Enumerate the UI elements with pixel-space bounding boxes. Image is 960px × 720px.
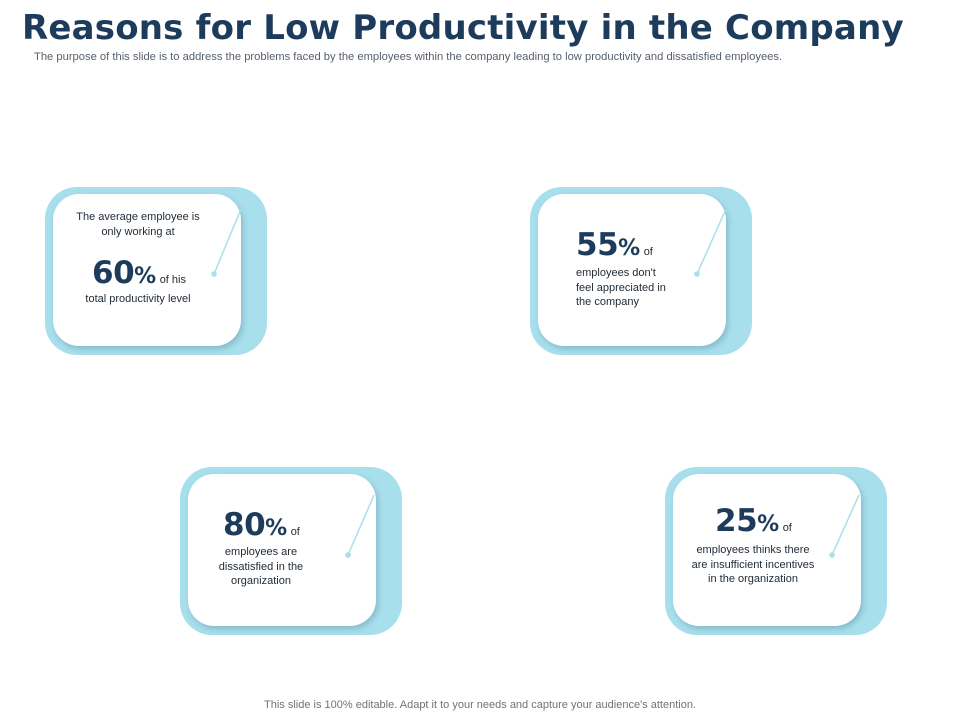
card-accent-line [694,208,727,277]
page-title: Reasons for Low Productivity in the Comp… [22,8,904,48]
card-description: employees are dissatisfied in the organi… [218,546,304,587]
card-accent-line [345,494,375,558]
stat-card-appreciation: 55% of employees don't feel appreciated i… [530,187,752,355]
stat-card-incentives: 25% of employees thinks there are insuffi… [665,467,887,635]
card-panel [188,474,376,626]
card-panel [538,194,726,346]
stat-of-text: of his [159,274,186,286]
stat-line: 80% of [223,507,373,547]
card-description: employees thinks there are insufficient … [691,544,815,585]
stat-value: 60 [92,255,135,291]
page-subtitle: The purpose of this slide is to address … [34,51,783,63]
stat-card-dissatisfaction: 80% of employees are dissatisfied in the … [180,467,402,635]
stat-value: 80 [223,507,266,543]
stat-of-text: of [290,526,300,538]
stat-card-productivity: The average employee is only working at … [45,187,267,355]
footer-note: This slide is 100% editable. Adapt it to… [264,699,696,711]
card-description: employees don't feel appreciated in the … [576,267,666,308]
card-panel [673,474,861,626]
stat-unit: % [757,512,779,537]
stat-value: 55 [576,227,619,263]
stat-unit: % [265,516,287,541]
stat-value: 25 [715,503,758,539]
card-intro-text: The average employee is only working at [76,211,200,238]
stat-line: 60% of his [92,255,242,295]
card-accent-line [829,494,860,558]
stat-unit: % [618,236,640,261]
card-accent-line [211,208,242,277]
stat-line: 55% of [576,227,726,267]
card-description: total productivity level [85,293,191,305]
stat-unit: % [134,264,156,289]
card-panel [53,194,241,346]
stat-of-text: of [782,522,792,534]
stat-of-text: of [643,246,653,258]
stat-line: 25% of [715,503,865,543]
